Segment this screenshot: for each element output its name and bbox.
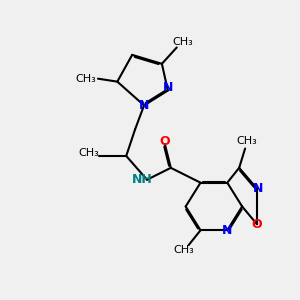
Text: CH₃: CH₃ [172,37,193,46]
Text: N: N [222,224,232,237]
Text: N: N [139,99,149,112]
Text: O: O [252,218,262,231]
Text: CH₃: CH₃ [236,136,257,146]
Text: O: O [160,135,170,148]
Text: CH₃: CH₃ [79,148,99,158]
Text: N: N [163,81,173,94]
Text: CH₃: CH₃ [174,244,195,255]
Text: CH₃: CH₃ [76,74,97,84]
Text: NH: NH [132,173,153,186]
Text: N: N [253,182,264,195]
